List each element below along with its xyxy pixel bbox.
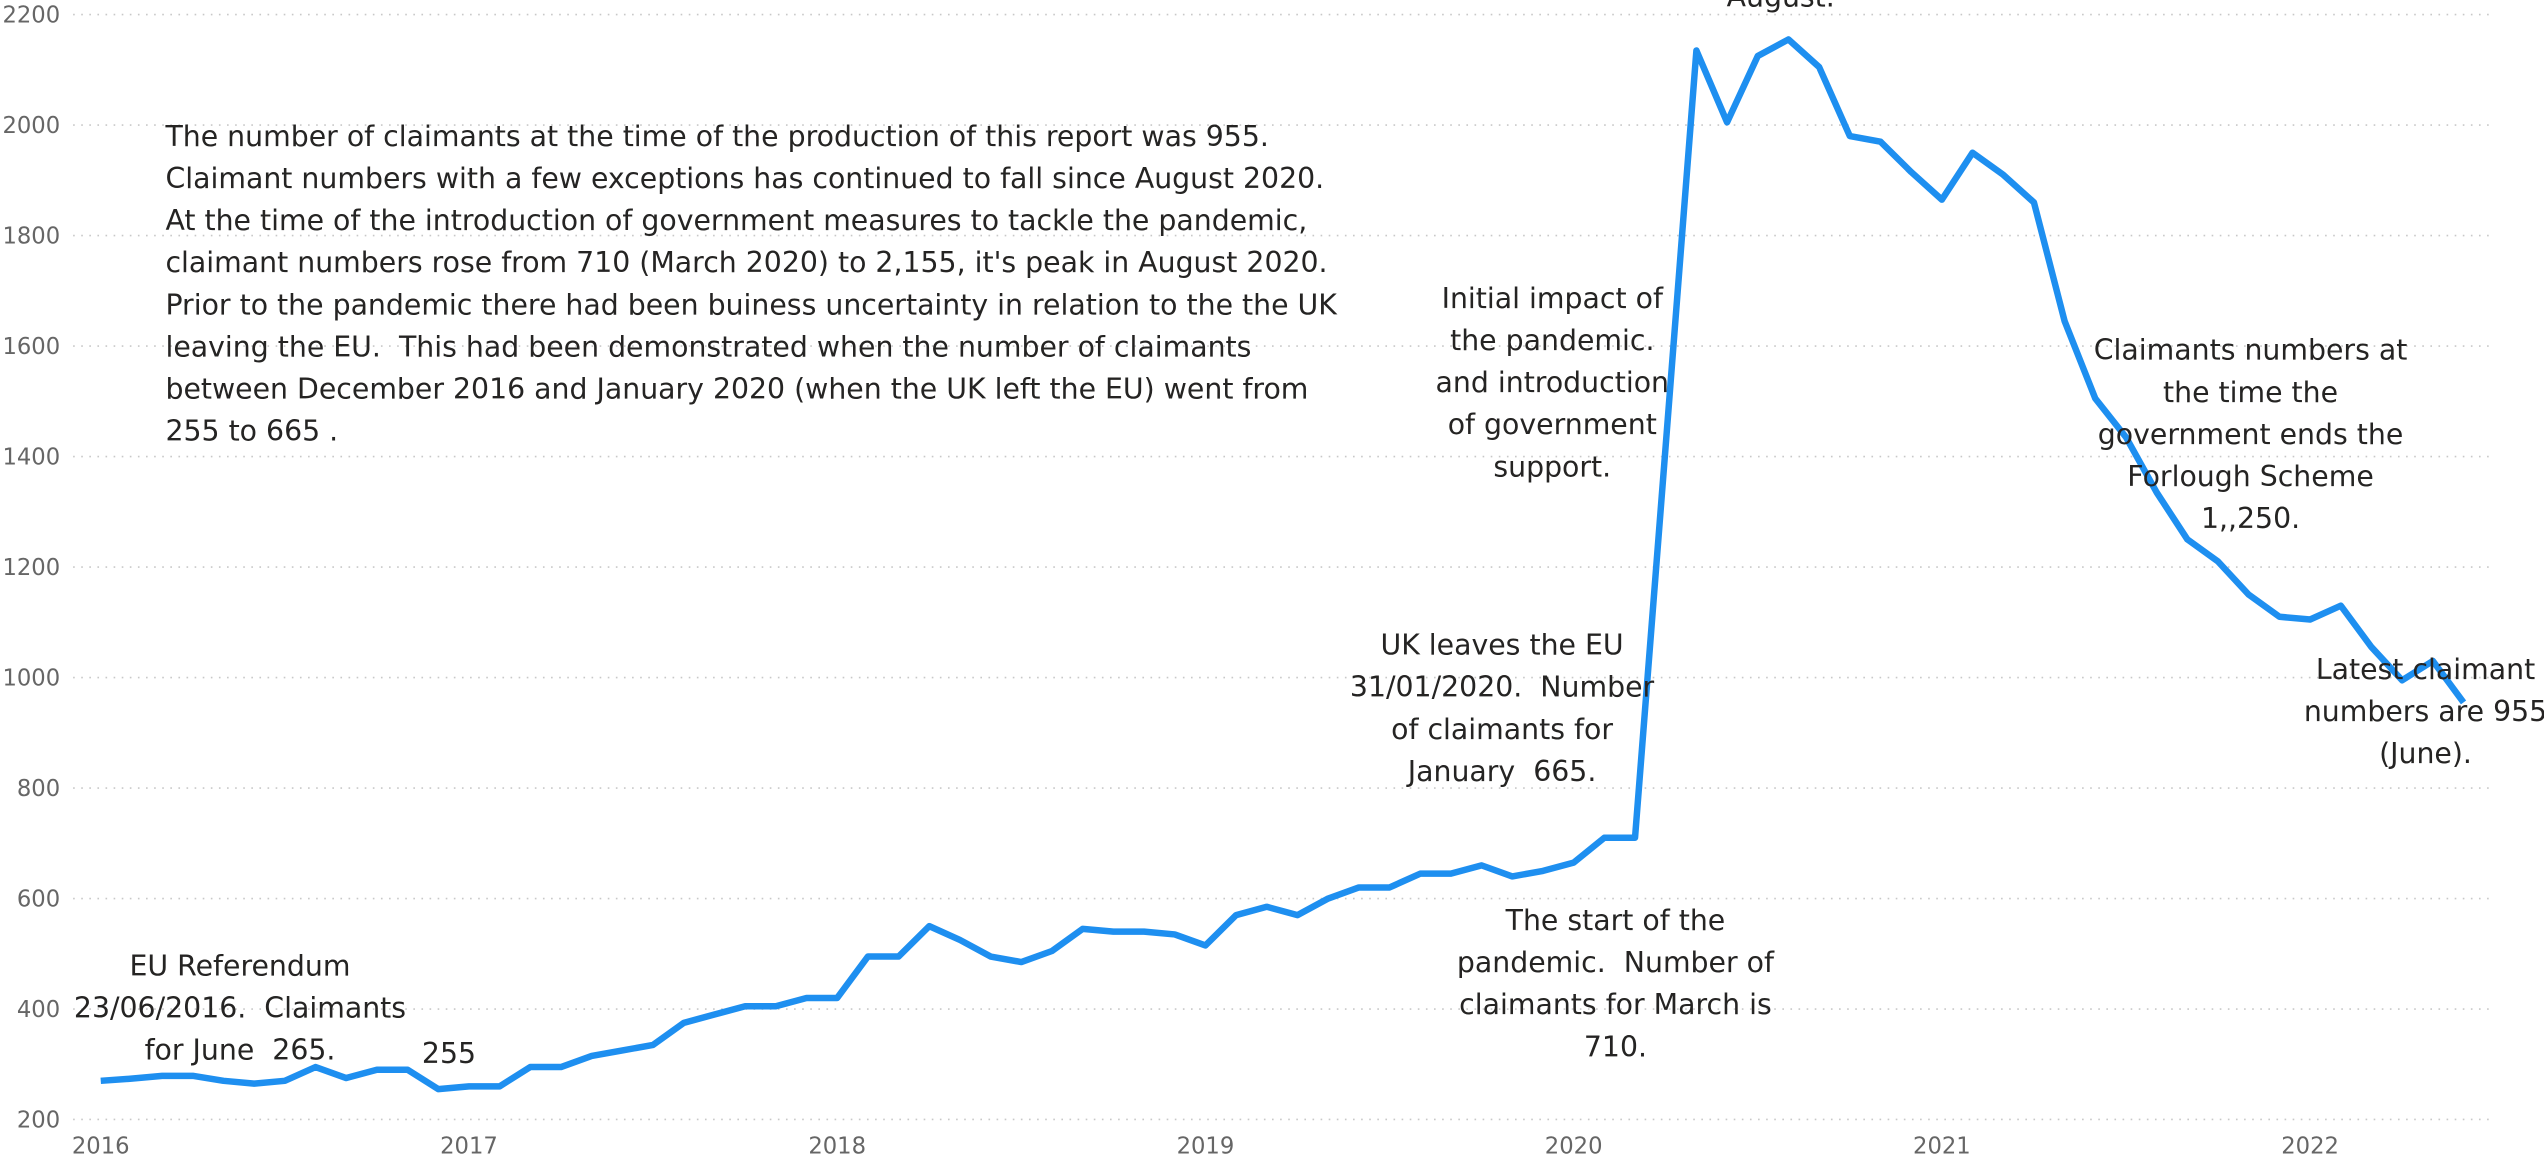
annotation: for June 265. bbox=[145, 1034, 336, 1067]
y-tick-label: 400 bbox=[17, 997, 60, 1023]
annotation: 710. bbox=[1584, 1030, 1647, 1063]
annotation: support. bbox=[1493, 450, 1611, 483]
annotation: At the time of the introduction of gover… bbox=[165, 204, 1307, 237]
y-tick-label: 1600 bbox=[2, 334, 60, 360]
annotation: The number of claimants at the time of t… bbox=[164, 120, 1268, 153]
annotation: Latest claimant bbox=[2316, 653, 2535, 686]
annotation: the pandemic. bbox=[1450, 324, 1654, 357]
annotation: 255 bbox=[422, 1037, 476, 1070]
annotation: and introduction bbox=[1436, 366, 1670, 399]
annotation: August. bbox=[1727, 0, 1835, 13]
y-tick-label: 2000 bbox=[2, 113, 60, 139]
annotation: 23/06/2016. Claimants bbox=[74, 991, 406, 1024]
annotation: UK leaves the EU bbox=[1380, 629, 1623, 662]
annotation: The start of the bbox=[1505, 904, 1726, 937]
annotation: of claimants for bbox=[1391, 713, 1613, 746]
x-tick-label: 2021 bbox=[1913, 1134, 1971, 1160]
annotation: 255 to 665 . bbox=[165, 415, 338, 448]
annotation: numbers are 955 bbox=[2304, 695, 2544, 728]
x-tick-label: 2018 bbox=[808, 1134, 866, 1160]
x-tick-label: 2016 bbox=[72, 1134, 130, 1160]
annotation: (June). bbox=[2379, 737, 2472, 770]
y-tick-label: 600 bbox=[17, 887, 60, 913]
annotation: January 665. bbox=[1406, 755, 1597, 788]
x-tick-label: 2022 bbox=[2281, 1134, 2339, 1160]
annotation: leaving the EU. This had been demonstrat… bbox=[165, 330, 1251, 363]
y-tick-label: 1400 bbox=[2, 445, 60, 471]
annotation: 31/01/2020. Number bbox=[1350, 671, 1655, 704]
y-tick-label: 1800 bbox=[2, 224, 60, 250]
annotation: pandemic. Number of bbox=[1457, 946, 1775, 979]
x-tick-label: 2019 bbox=[1177, 1134, 1235, 1160]
y-tick-label: 1200 bbox=[2, 555, 60, 581]
x-tick-label: 2020 bbox=[1545, 1134, 1603, 1160]
x-tick-label: 2017 bbox=[440, 1134, 498, 1160]
annotation: EU Referendum bbox=[130, 949, 351, 982]
annotation: of government bbox=[1448, 408, 1657, 441]
data-line bbox=[100, 36, 2467, 1093]
annotation: Claimant numbers with a few exceptions h… bbox=[165, 162, 1324, 195]
annotation: government ends the bbox=[2098, 418, 2403, 451]
annotation: Initial impact of bbox=[1442, 282, 1664, 315]
y-tick-label: 200 bbox=[17, 1108, 60, 1134]
annotation: between December 2016 and January 2020 (… bbox=[165, 373, 1308, 406]
annotation: Claimants numbers at bbox=[2094, 334, 2408, 367]
annotation: 1,,250. bbox=[2201, 502, 2300, 535]
annotation: Forlough Scheme bbox=[2127, 460, 2373, 493]
annotation: the time the bbox=[2163, 376, 2338, 409]
y-tick-label: 2200 bbox=[2, 3, 60, 29]
annotation: Prior to the pandemic there had been bui… bbox=[165, 288, 1338, 321]
y-tick-label: 1000 bbox=[2, 666, 60, 692]
annotation: claimant numbers rose from 710 (March 20… bbox=[165, 246, 1327, 279]
y-tick-label: 800 bbox=[17, 776, 60, 802]
annotation: claimants for March is bbox=[1459, 988, 1772, 1021]
